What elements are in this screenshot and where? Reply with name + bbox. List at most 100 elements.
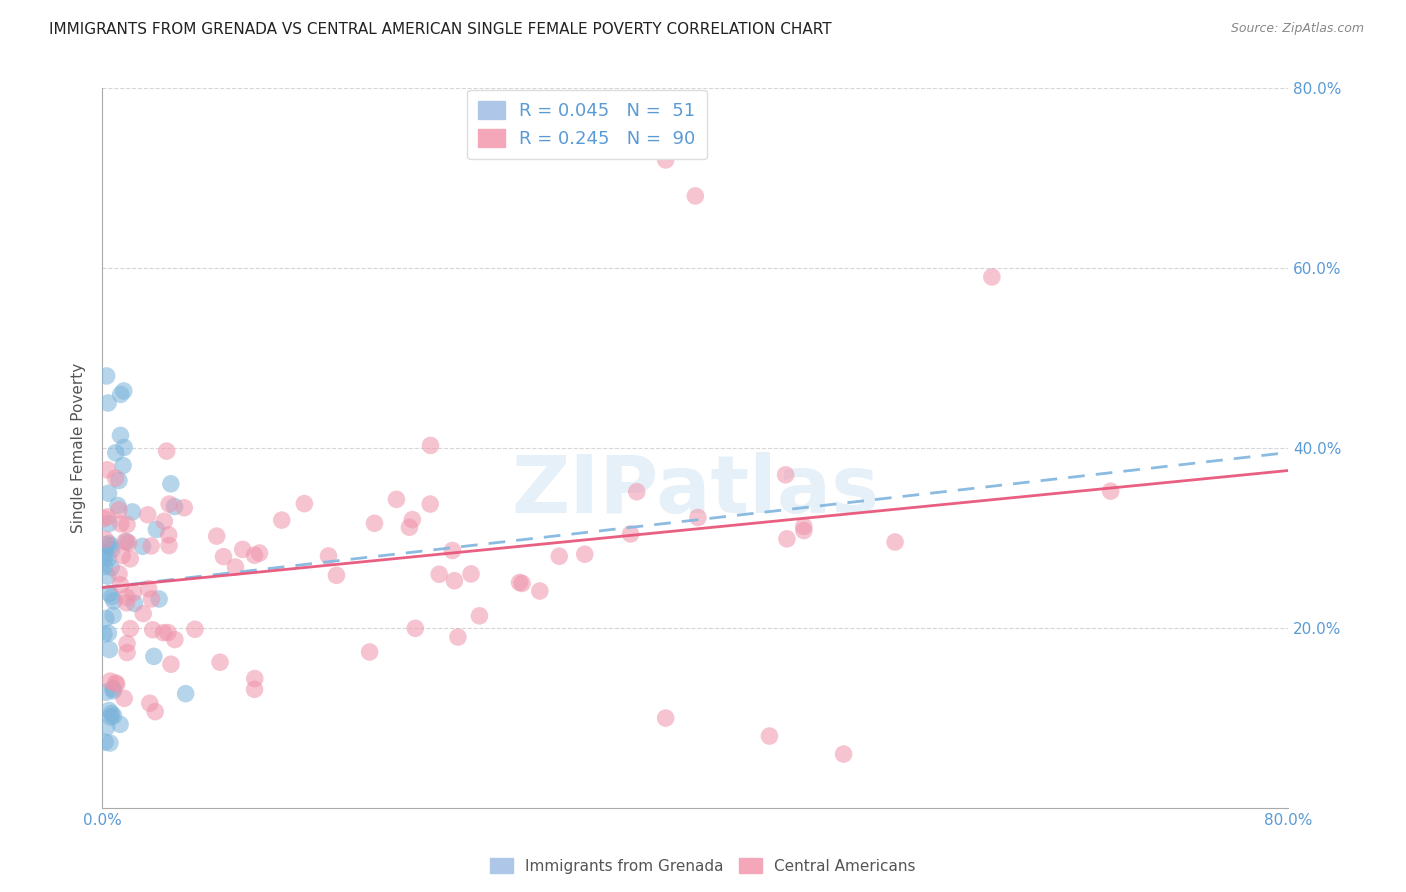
Point bbox=[115, 596, 138, 610]
Point bbox=[96, 510, 118, 524]
Point bbox=[98, 642, 121, 657]
Point bbox=[97, 569, 120, 583]
Point bbox=[139, 696, 162, 710]
Point bbox=[884, 535, 907, 549]
Point bbox=[243, 548, 266, 562]
Point bbox=[94, 533, 117, 547]
Point bbox=[103, 594, 125, 608]
Point bbox=[100, 706, 122, 721]
Point bbox=[112, 441, 135, 455]
Point bbox=[124, 596, 146, 610]
Point bbox=[443, 574, 465, 588]
Point bbox=[96, 538, 118, 552]
Point bbox=[120, 622, 142, 636]
Point bbox=[157, 528, 180, 542]
Point bbox=[110, 428, 132, 442]
Point bbox=[96, 463, 118, 477]
Text: ZIPatlas: ZIPatlas bbox=[512, 452, 879, 530]
Point bbox=[93, 627, 115, 641]
Point bbox=[118, 536, 141, 550]
Point bbox=[793, 524, 815, 538]
Point bbox=[103, 708, 125, 723]
Point bbox=[110, 516, 132, 531]
Point bbox=[100, 710, 122, 724]
Text: IMMIGRANTS FROM GRENADA VS CENTRAL AMERICAN SINGLE FEMALE POVERTY CORRELATION CH: IMMIGRANTS FROM GRENADA VS CENTRAL AMERI… bbox=[49, 22, 832, 37]
Point bbox=[160, 476, 183, 491]
Legend: R = 0.045   N =  51, R = 0.245   N =  90: R = 0.045 N = 51, R = 0.245 N = 90 bbox=[467, 90, 707, 159]
Point bbox=[101, 542, 124, 557]
Point bbox=[1099, 484, 1122, 499]
Point bbox=[509, 575, 531, 590]
Point bbox=[626, 484, 648, 499]
Point bbox=[654, 153, 676, 167]
Point bbox=[104, 471, 127, 485]
Point bbox=[685, 189, 707, 203]
Point bbox=[101, 590, 124, 604]
Point bbox=[96, 720, 118, 734]
Point bbox=[105, 677, 128, 691]
Point bbox=[398, 520, 420, 534]
Point bbox=[385, 492, 408, 507]
Point bbox=[212, 549, 235, 564]
Point bbox=[758, 729, 780, 743]
Point bbox=[156, 625, 179, 640]
Point bbox=[94, 685, 117, 699]
Point bbox=[115, 534, 138, 549]
Point bbox=[142, 649, 165, 664]
Point bbox=[510, 576, 533, 591]
Point bbox=[139, 539, 162, 553]
Point bbox=[101, 681, 124, 696]
Point bbox=[115, 591, 138, 605]
Point bbox=[419, 438, 441, 452]
Point bbox=[107, 499, 129, 513]
Point bbox=[148, 592, 170, 607]
Point bbox=[101, 608, 124, 623]
Point bbox=[98, 704, 121, 718]
Point bbox=[114, 534, 136, 549]
Point bbox=[120, 551, 142, 566]
Point bbox=[184, 622, 207, 636]
Point bbox=[104, 676, 127, 690]
Point bbox=[173, 500, 195, 515]
Point bbox=[103, 683, 125, 698]
Point bbox=[793, 519, 815, 533]
Point bbox=[363, 516, 385, 531]
Point bbox=[174, 687, 197, 701]
Point bbox=[93, 551, 115, 566]
Point bbox=[108, 503, 131, 517]
Point bbox=[111, 549, 134, 563]
Point bbox=[243, 672, 266, 686]
Point bbox=[104, 446, 127, 460]
Point bbox=[115, 637, 138, 651]
Point bbox=[292, 497, 315, 511]
Point bbox=[108, 717, 131, 731]
Point bbox=[136, 508, 159, 522]
Point bbox=[224, 560, 246, 574]
Point bbox=[94, 611, 117, 625]
Point bbox=[142, 623, 165, 637]
Point bbox=[832, 747, 855, 761]
Point bbox=[115, 517, 138, 532]
Point bbox=[98, 586, 121, 600]
Point bbox=[112, 384, 135, 398]
Point bbox=[548, 549, 571, 564]
Point bbox=[98, 736, 121, 750]
Point bbox=[574, 547, 596, 561]
Point bbox=[427, 567, 450, 582]
Point bbox=[163, 632, 186, 647]
Point bbox=[97, 516, 120, 531]
Point bbox=[401, 513, 423, 527]
Point bbox=[97, 551, 120, 566]
Point bbox=[325, 568, 347, 582]
Point bbox=[270, 513, 292, 527]
Point bbox=[447, 630, 470, 644]
Point bbox=[654, 711, 676, 725]
Point bbox=[121, 505, 143, 519]
Y-axis label: Single Female Poverty: Single Female Poverty bbox=[72, 363, 86, 533]
Point bbox=[404, 621, 426, 635]
Point bbox=[115, 646, 138, 660]
Point bbox=[132, 607, 155, 621]
Point bbox=[97, 626, 120, 640]
Point bbox=[157, 497, 180, 511]
Point bbox=[163, 500, 186, 514]
